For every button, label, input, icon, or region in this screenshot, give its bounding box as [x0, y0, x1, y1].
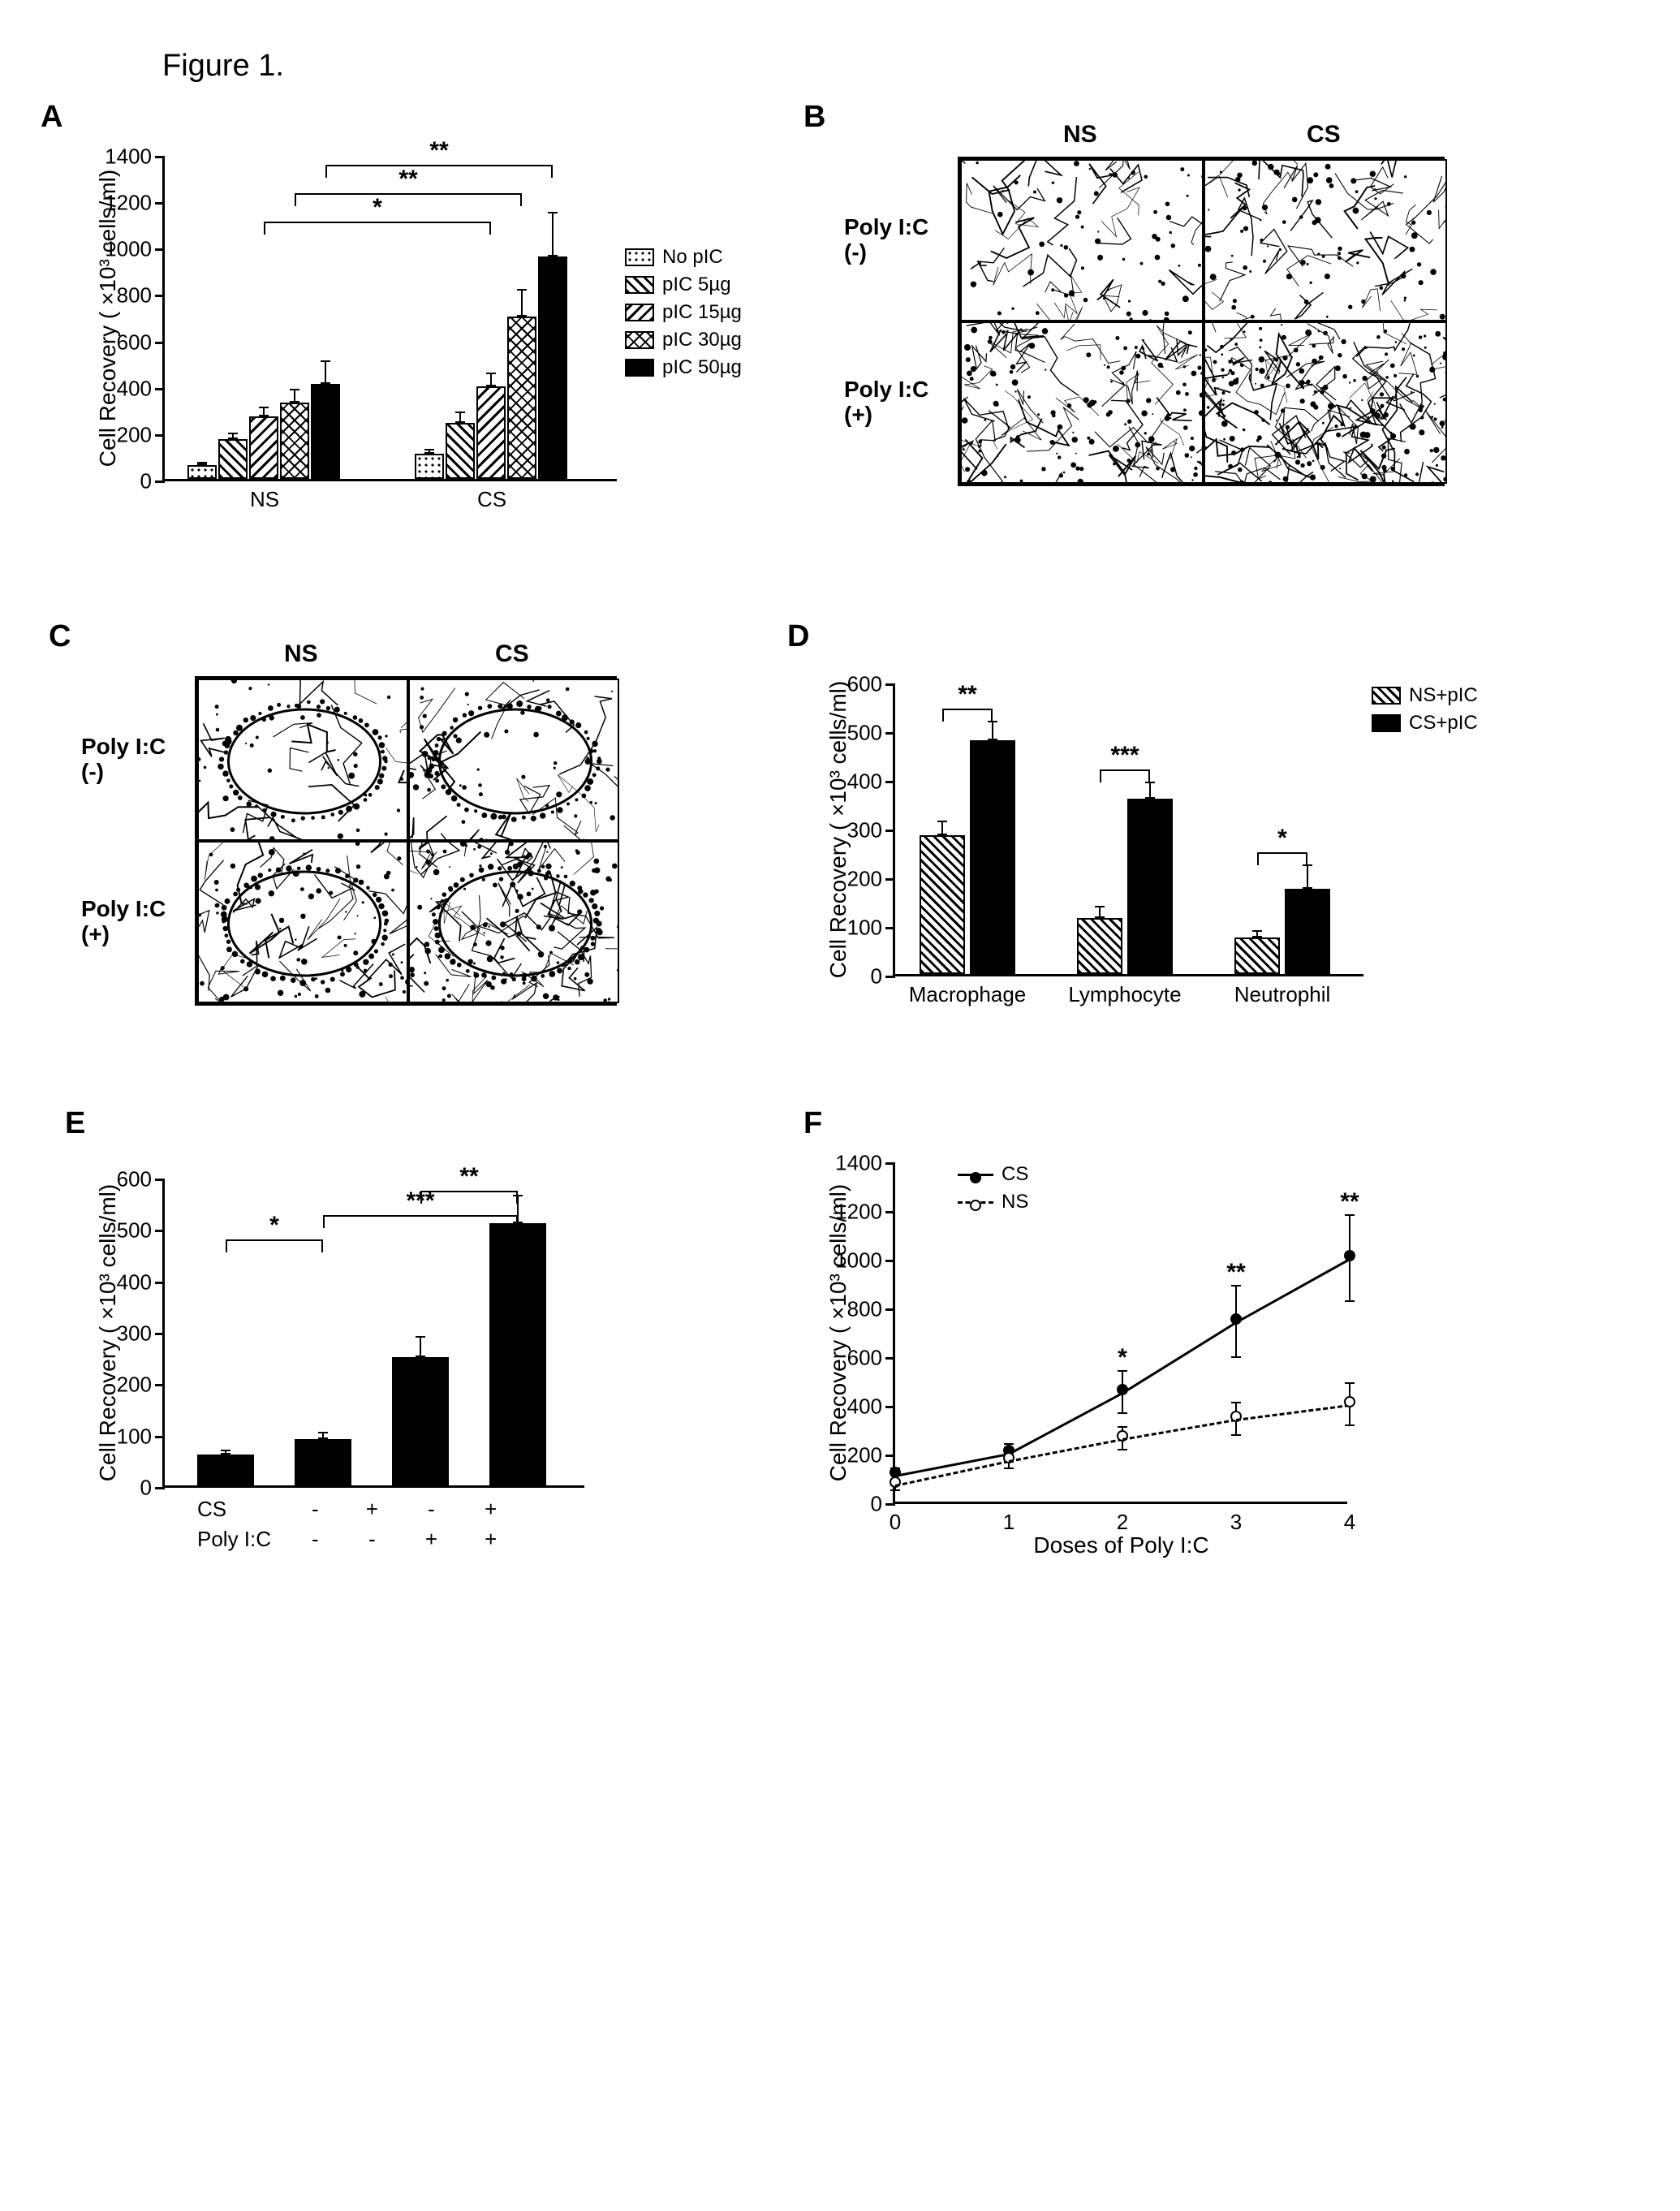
micrograph-cell	[960, 159, 1204, 321]
panel-b: B NSCSPoly I:C(-)Poly I:C(+)	[828, 116, 1477, 486]
micrograph-cell	[408, 841, 619, 1003]
bar	[446, 423, 475, 479]
bar	[538, 256, 567, 479]
panel-d-chart: 0100200300400500600Cell Recovery ( ×10³ …	[893, 684, 1363, 976]
panel-a-legend: No pICpIC 5µgpIC 15µgpIC 30µgpIC 50µg	[625, 246, 742, 384]
micrograph-grid: NSCS	[195, 676, 617, 1006]
panel-e: E 0100200300400500600Cell Recovery ( ×10…	[65, 1123, 682, 1577]
bar	[218, 439, 248, 479]
panel-a: A 0200400600800100012001400Cell Recovery…	[65, 116, 714, 538]
panel-c: C NSCSPoly I:C(-)Poly I:C(+)	[65, 636, 682, 1006]
panel-a-label: A	[41, 100, 62, 135]
legend-swatch	[625, 359, 654, 377]
legend-swatch	[625, 304, 654, 321]
panel-d-legend: NS+pICCS+pIC	[1372, 684, 1478, 739]
micrograph-cell	[408, 679, 619, 841]
panel-f: F 0200400600800100012001400Cell Recovery…	[795, 1123, 1461, 1577]
panel-b-label: B	[803, 100, 825, 135]
data-point	[1344, 1250, 1355, 1261]
legend-swatch	[625, 331, 654, 349]
bar	[311, 384, 340, 479]
bar	[507, 317, 536, 479]
bar	[249, 416, 278, 479]
panel-e-label: E	[65, 1106, 85, 1141]
figure-title: Figure 1.	[162, 49, 1615, 84]
micrograph-cell	[197, 679, 408, 841]
panel-a-chart: 0200400600800100012001400Cell Recovery (…	[162, 157, 617, 481]
panel-f-label: F	[803, 1106, 822, 1141]
micrograph-cell	[1204, 321, 1447, 484]
bar	[415, 454, 444, 479]
panel-c-label: C	[49, 619, 71, 654]
micrograph-cell	[960, 321, 1204, 484]
bar	[476, 386, 506, 479]
bar	[187, 465, 217, 479]
panel-e-chart: 0100200300400500600Cell Recovery ( ×10³ …	[162, 1179, 584, 1488]
micrograph-grid: NSCS	[958, 157, 1445, 486]
legend-swatch	[625, 276, 654, 294]
legend-swatch	[625, 248, 654, 266]
panel-d-label: D	[787, 619, 809, 654]
panel-d: D 0100200300400500600Cell Recovery ( ×10…	[795, 636, 1461, 1025]
data-point	[1344, 1396, 1355, 1407]
panel-f-legend: CSNS	[958, 1163, 1028, 1218]
micrograph-cell	[1204, 159, 1447, 321]
bar	[280, 403, 309, 479]
micrograph-cell	[197, 841, 408, 1003]
